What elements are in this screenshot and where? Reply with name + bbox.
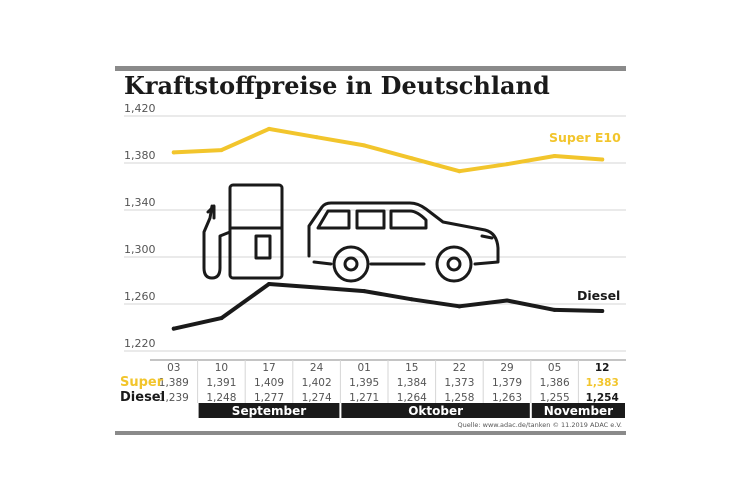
month-band xyxy=(341,403,530,418)
diesel-value-label: 1,239 xyxy=(159,392,189,404)
data-point xyxy=(267,126,271,131)
data-point xyxy=(409,156,414,161)
legend-super-e10: Super E10 xyxy=(549,130,621,145)
series-layer xyxy=(171,126,605,331)
grid-layer xyxy=(124,115,626,352)
fuel-pump-icon xyxy=(202,183,284,280)
data-point xyxy=(171,326,176,331)
super-value-label: 1,383 xyxy=(586,377,619,389)
data-point xyxy=(362,143,367,148)
legend-diesel: Diesel xyxy=(577,288,620,303)
diesel-value-label: 1,264 xyxy=(397,392,427,404)
x-tick-label: 01 xyxy=(358,362,371,374)
month-label: Oktober xyxy=(408,404,463,418)
data-point xyxy=(219,316,224,321)
x-tick-label: 03 xyxy=(167,362,180,374)
series-line-diesel xyxy=(171,282,605,331)
month-band xyxy=(531,403,625,418)
x-tick-label: 05 xyxy=(548,362,561,374)
super-value-label: 1,386 xyxy=(540,377,570,389)
diesel-value-label: 1,255 xyxy=(540,392,570,404)
super-value-label: 1,389 xyxy=(159,377,189,389)
diesel-value-label: 1,271 xyxy=(349,392,379,404)
row-label-diesel: Diesel xyxy=(120,390,165,405)
diesel-value-label: 1,248 xyxy=(206,392,236,404)
diesel-value-label: 1,258 xyxy=(444,392,474,404)
data-point xyxy=(552,153,557,158)
x-tick-label: 22 xyxy=(453,362,466,374)
super-value-label: 1,402 xyxy=(302,377,332,389)
y-tick-label: 1,340 xyxy=(124,196,156,209)
month-label: September xyxy=(232,404,306,418)
data-point xyxy=(362,289,367,294)
month-label: November xyxy=(544,404,613,418)
y-tick-label: 1,420 xyxy=(124,102,156,115)
month-bar: September Oktober November xyxy=(198,403,625,418)
super-value-label: 1,395 xyxy=(349,377,379,389)
super-value-label: 1,379 xyxy=(492,377,522,389)
x-tick-label: 15 xyxy=(405,362,418,374)
super-value-label: 1,391 xyxy=(206,377,236,389)
x-tick-label: 29 xyxy=(500,362,513,374)
source-note: Quelle: www.adac.de/tanken © 11.2019 ADA… xyxy=(458,421,622,429)
data-point xyxy=(600,157,605,162)
data-point xyxy=(600,309,605,314)
row-label-super: Super xyxy=(120,375,164,390)
y-tick-label: 1,380 xyxy=(124,149,156,162)
month-band xyxy=(198,403,340,418)
bottom-rule xyxy=(115,431,626,435)
diesel-value-label: 1,254 xyxy=(586,392,619,404)
diesel-value-label: 1,274 xyxy=(302,392,332,404)
y-tick-label: 1,220 xyxy=(124,337,156,350)
data-point xyxy=(505,298,509,303)
y-axis-ticks: 1,420 1,380 1,340 1,300 1,260 1,220 xyxy=(124,102,156,350)
data-point xyxy=(219,148,224,153)
illustration xyxy=(202,183,500,283)
x-axis-value-table: 03 1,389 1,239 10 1,391 1,248 17 1,409 1,277 24 1,… xyxy=(159,360,619,404)
data-point xyxy=(314,285,319,290)
super-value-label: 1,373 xyxy=(444,377,474,389)
data-point xyxy=(457,304,462,309)
data-point xyxy=(409,297,414,302)
data-point xyxy=(314,135,319,140)
data-point xyxy=(552,307,557,312)
top-rule xyxy=(115,66,626,71)
series-line-super-e10 xyxy=(171,126,605,174)
x-tick-label: 24 xyxy=(310,362,324,374)
data-point xyxy=(505,162,509,167)
x-tick-label: 10 xyxy=(215,362,228,374)
data-point xyxy=(267,282,271,287)
x-tick-label: 17 xyxy=(262,362,275,374)
super-value-label: 1,384 xyxy=(397,377,427,389)
chart-title: Kraftstoffpreise in Deutschland xyxy=(124,71,550,100)
data-point xyxy=(171,150,176,155)
x-tick-label: 12 xyxy=(595,362,610,374)
diesel-value-label: 1,277 xyxy=(254,392,284,404)
car-icon xyxy=(307,201,500,283)
y-tick-label: 1,300 xyxy=(124,243,156,256)
data-point xyxy=(457,169,462,174)
super-value-label: 1,409 xyxy=(254,377,284,389)
diesel-value-label: 1,263 xyxy=(492,392,522,404)
y-tick-label: 1,260 xyxy=(124,290,156,303)
